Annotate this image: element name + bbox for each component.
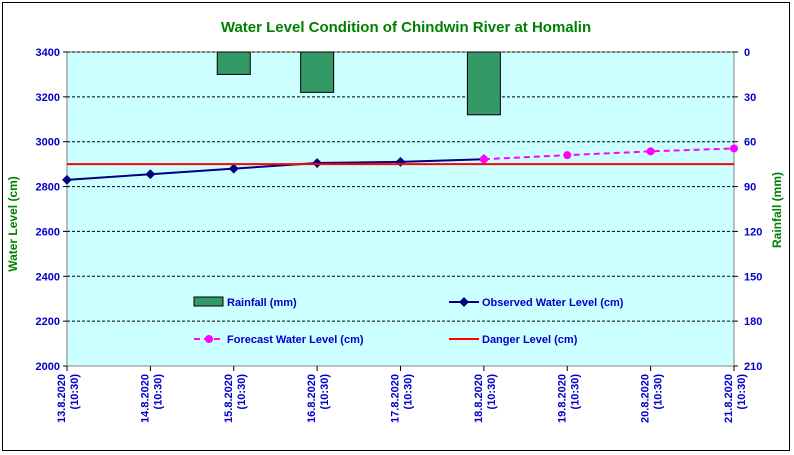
x-tick-time: (10:30) bbox=[69, 374, 81, 410]
x-tick-time: (10:30) bbox=[152, 374, 164, 410]
y2-tick-label: 180 bbox=[744, 316, 762, 328]
y-tick-label: 2400 bbox=[36, 271, 60, 283]
x-tick-date: 16.8.2020 bbox=[306, 374, 318, 423]
legend: Rainfall (mm) Observed Water Level (cm) Fo… bbox=[193, 296, 624, 346]
y2-tick-label: 30 bbox=[744, 92, 756, 104]
legend-label: Observed Water Level (cm) bbox=[482, 297, 624, 309]
observed-point bbox=[145, 169, 156, 180]
y-tick-label: 3400 bbox=[36, 47, 60, 59]
x-tick-date: 20.8.2020 bbox=[640, 374, 652, 423]
y-tick-label: 2600 bbox=[36, 226, 60, 238]
y-tick-label: 3200 bbox=[36, 92, 60, 104]
y2-tick-label: 90 bbox=[744, 182, 756, 194]
rainfall-bars bbox=[216, 51, 501, 116]
y2-tick-label: 0 bbox=[744, 47, 750, 59]
y-tick-label: 2200 bbox=[36, 316, 60, 328]
y2-tick-label: 60 bbox=[744, 137, 756, 149]
x-tick-time: (10:30) bbox=[319, 374, 331, 410]
x-tick-time: (10:30) bbox=[403, 374, 415, 410]
rainfall-bar bbox=[466, 51, 501, 116]
x-tick-date: 17.8.2020 bbox=[390, 374, 402, 423]
x-tick-date: 19.8.2020 bbox=[556, 374, 568, 423]
y-axis-title: Water Level (cm) bbox=[6, 176, 20, 272]
x-tick-time: (10:30) bbox=[569, 374, 581, 410]
y-tick-label: 3000 bbox=[36, 137, 60, 149]
x-tick-time: (10:30) bbox=[736, 374, 748, 410]
observed-point bbox=[62, 174, 72, 185]
right-axis-ticks: 0 30 60 90 120 150 180 210 bbox=[734, 47, 762, 373]
observed-water-level-line bbox=[66, 158, 484, 181]
gridlines bbox=[67, 51, 734, 322]
forecast-point bbox=[479, 155, 488, 164]
y-tick-label: 2800 bbox=[36, 182, 60, 194]
x-tick-time: (10:30) bbox=[653, 374, 665, 410]
left-axis-ticks: 2000 2200 2400 2600 2800 3000 3200 3400 bbox=[36, 47, 67, 373]
legend-label: Forecast Water Level (cm) bbox=[227, 334, 364, 346]
x-axis-ticks: 13.8.2020 (10:30) 14.8.2020 (10:30) 15.8.202… bbox=[56, 366, 748, 423]
legend-marker bbox=[459, 297, 469, 307]
x-tick-date: 21.8.2020 bbox=[723, 374, 735, 423]
legend-swatch-rainfall bbox=[193, 296, 224, 307]
y2-axis-title: Rainfall (mm) bbox=[770, 172, 784, 248]
chart-title: Water Level Condition of Chindwin River … bbox=[221, 19, 591, 36]
forecast-point bbox=[730, 144, 738, 153]
forecast-point bbox=[646, 147, 655, 156]
legend-marker bbox=[205, 335, 213, 343]
x-tick-time: (10:30) bbox=[236, 374, 248, 410]
x-tick-date: 13.8.2020 bbox=[56, 374, 68, 423]
y2-tick-label: 150 bbox=[744, 271, 762, 283]
observed-point bbox=[312, 158, 323, 168]
data-lines bbox=[62, 144, 738, 185]
observed-point bbox=[228, 163, 239, 174]
forecast-point bbox=[563, 151, 572, 160]
legend-label: Danger Level (cm) bbox=[482, 334, 578, 346]
rainfall-bar bbox=[216, 51, 251, 75]
y2-tick-label: 120 bbox=[744, 226, 762, 238]
rainfall-bar bbox=[300, 51, 335, 93]
x-tick-date: 18.8.2020 bbox=[473, 374, 485, 423]
x-tick-date: 14.8.2020 bbox=[139, 374, 151, 423]
legend-label: Rainfall (mm) bbox=[227, 297, 297, 309]
forecast-water-level-line bbox=[483, 147, 735, 161]
plot-area bbox=[66, 51, 735, 367]
x-tick-date: 15.8.2020 bbox=[223, 374, 235, 423]
y-tick-label: 2000 bbox=[36, 361, 60, 373]
y2-tick-label: 210 bbox=[744, 361, 762, 373]
x-tick-time: (10:30) bbox=[486, 374, 498, 410]
